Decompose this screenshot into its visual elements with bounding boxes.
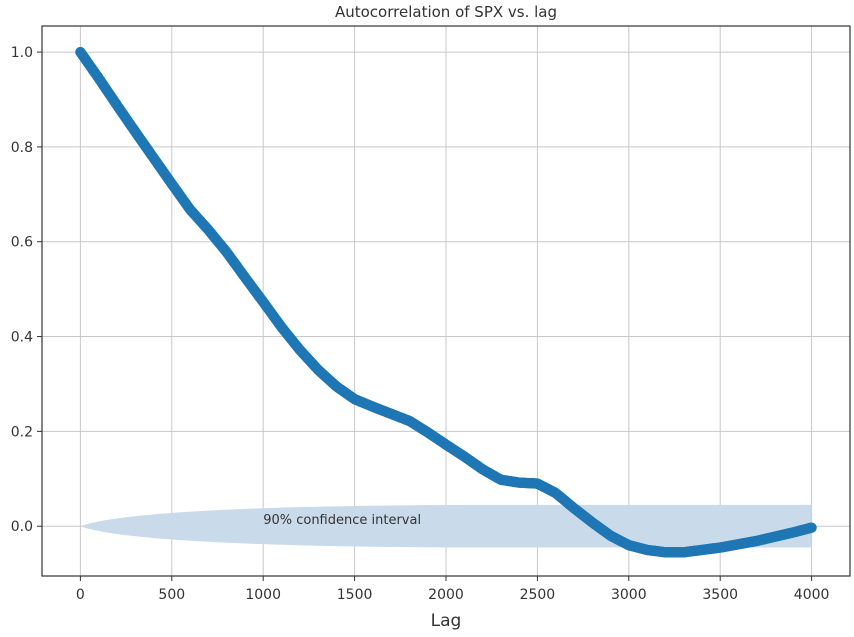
x-tick-label: 0	[76, 587, 85, 603]
x-tick-label: 500	[158, 587, 185, 603]
y-tick-label: 1.0	[11, 45, 33, 61]
x-axis-title: Lag	[431, 611, 462, 631]
confidence-band-layer	[80, 504, 812, 548]
confidence-interval-band	[80, 504, 812, 548]
x-tick-label: 1500	[337, 587, 373, 603]
data-points-layer	[75, 46, 817, 558]
grid-lines	[42, 26, 850, 576]
confidence-interval-label: 90% confidence interval	[263, 513, 421, 528]
y-tick-label: 0.8	[11, 140, 33, 156]
y-tick-label: 0.0	[11, 519, 33, 535]
x-tick-label: 4000	[794, 587, 830, 603]
chart-title: Autocorrelation of SPX vs. lag	[335, 3, 557, 21]
x-tick-label: 1000	[245, 587, 281, 603]
x-tick-label: 3500	[702, 587, 738, 603]
data-point	[806, 522, 817, 533]
y-tick-label: 0.6	[11, 235, 33, 251]
y-tick-label: 0.4	[11, 330, 33, 346]
annotation-layer: 90% confidence interval	[263, 513, 421, 528]
x-tick-label: 3000	[611, 587, 647, 603]
x-tick-label: 2500	[520, 587, 556, 603]
tick-layer: 0 500 1000 1500 2000 2500 3000 3500 4000 0.0 0.2 0.…	[11, 45, 830, 603]
x-tick-label: 2000	[428, 587, 464, 603]
y-tick-label: 0.2	[11, 424, 33, 440]
